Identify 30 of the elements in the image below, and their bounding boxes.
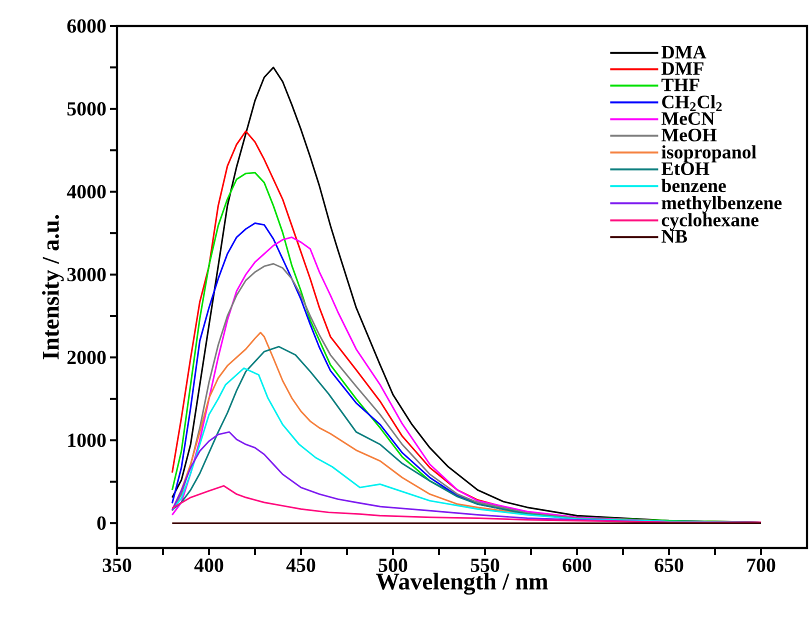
y-tick-label: 6000	[67, 19, 106, 33]
y-tick-label: 4000	[66, 184, 106, 198]
y-tick-label: 5000	[67, 102, 106, 116]
legend-label: CH$_{2}$Cl$_{2}$	[662, 95, 722, 112]
legend-label: MeOH	[662, 128, 717, 142]
legend-label: THF	[662, 78, 700, 92]
y-tick-label: 1000	[68, 434, 106, 447]
x-tick-label: 450	[286, 558, 316, 572]
y-tick-label: 2000	[67, 350, 106, 364]
legend-label: NB	[662, 230, 687, 243]
y-tick-label: 3000	[67, 268, 106, 282]
line-series	[171, 485, 762, 524]
legend-label: DMA	[662, 46, 706, 58]
x-tick-label: 700	[747, 558, 776, 572]
x-tick-label: 600	[562, 558, 592, 572]
x-tick-label: 550	[470, 558, 500, 572]
legend-label: cyclohexane	[662, 213, 758, 230]
y-axis-title: Intensity / a.u.	[42, 215, 64, 360]
x-tick-label: 400	[194, 558, 224, 572]
legend-label: MeCN	[662, 112, 715, 125]
legend-label: DMF	[662, 62, 704, 75]
legend-label: methylbenzene	[662, 196, 782, 214]
y-tick-label: 0	[97, 516, 106, 530]
legend-label: isopropanol	[662, 145, 756, 162]
x-axis-title: Wavelength / nm	[376, 572, 548, 595]
x-tick-label: 350	[102, 558, 132, 572]
x-tick-label: 650	[654, 558, 684, 572]
x-tick-label: 500	[378, 558, 408, 572]
legend-label: EtOH	[662, 162, 710, 176]
legend-label: benzene	[661, 178, 726, 192]
